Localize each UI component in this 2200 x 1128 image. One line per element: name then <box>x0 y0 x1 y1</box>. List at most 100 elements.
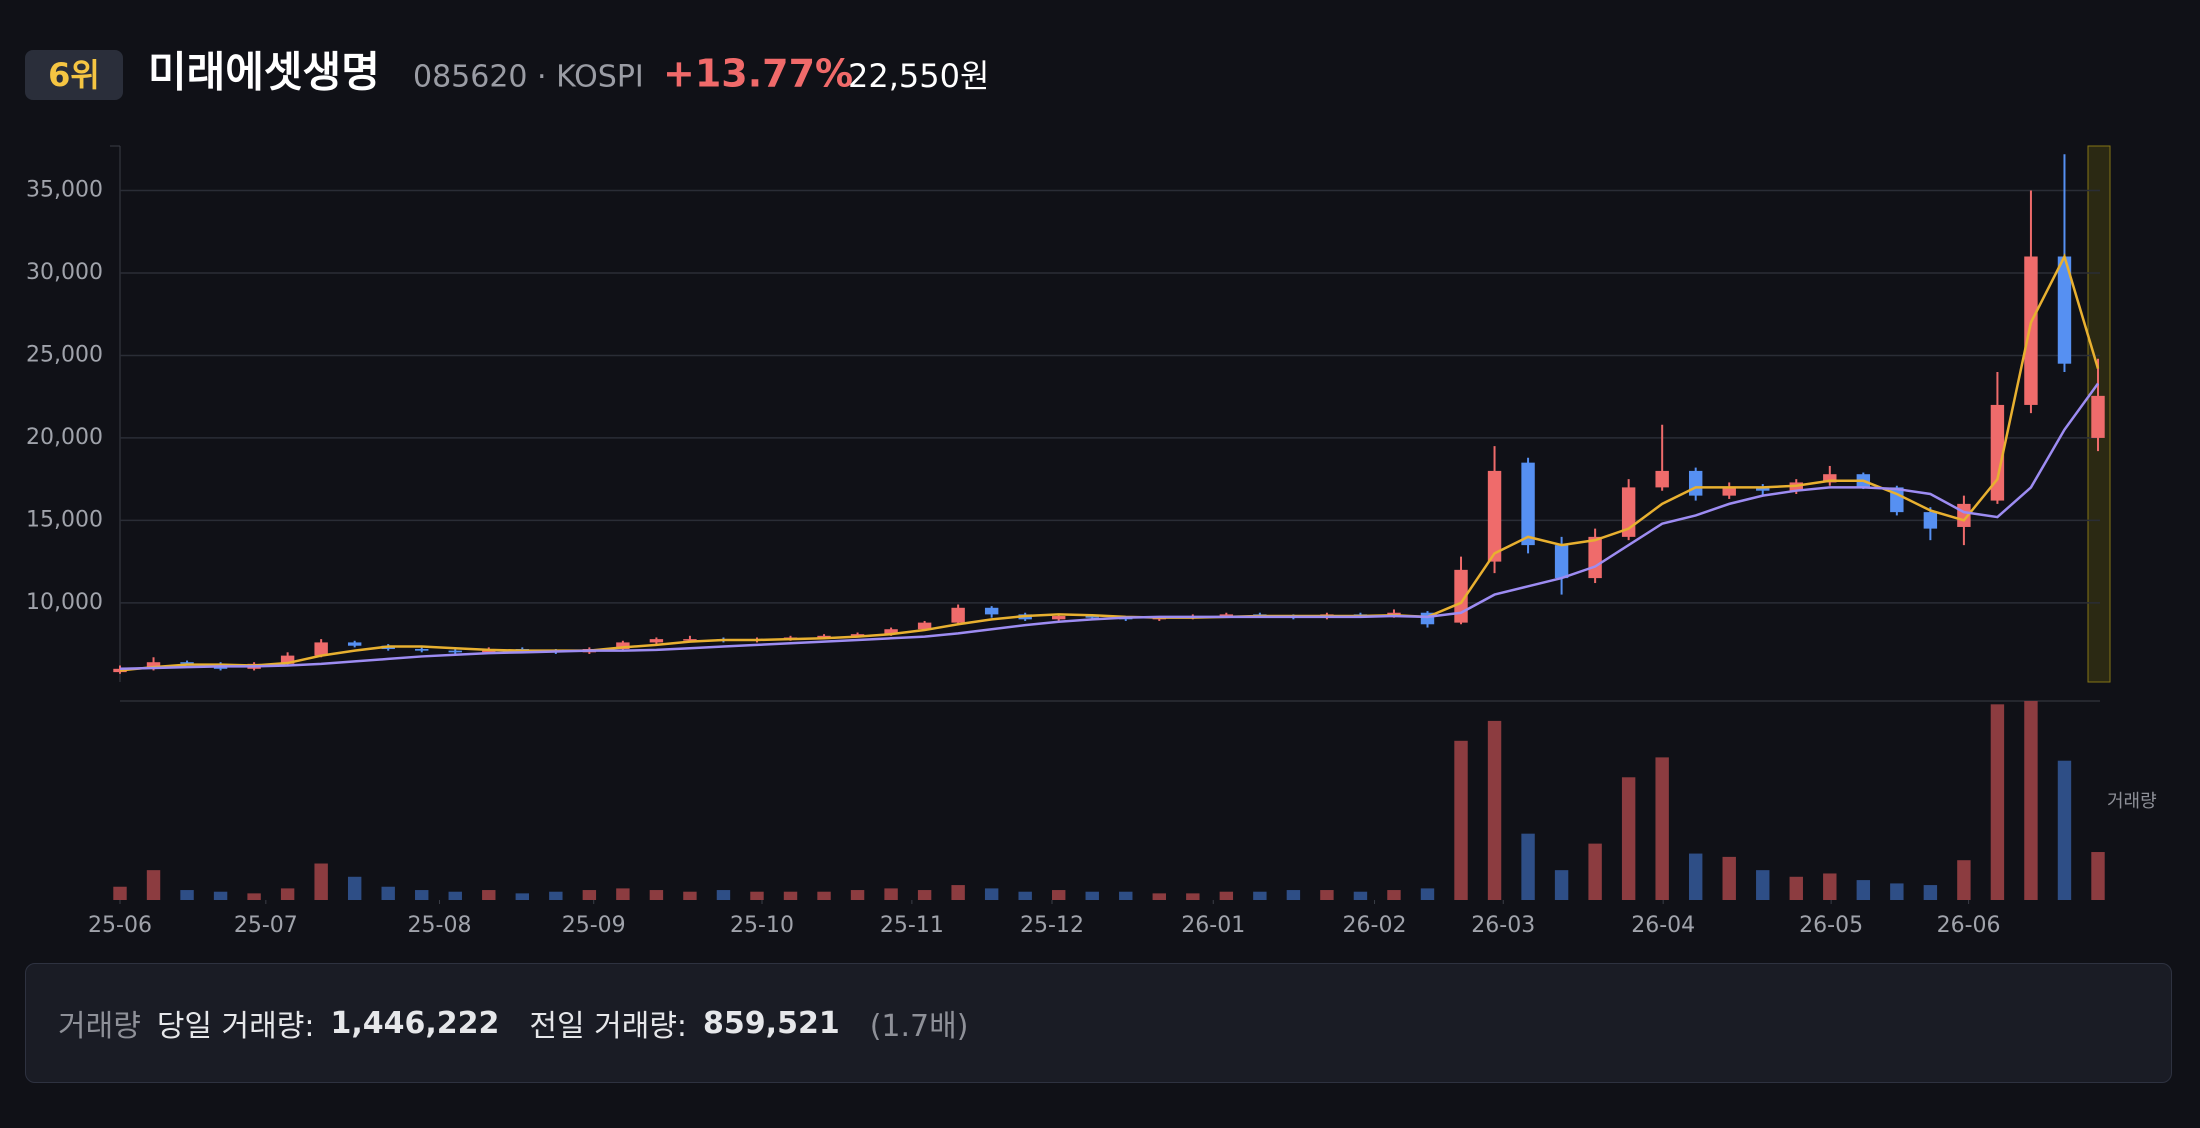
volume-bar <box>213 891 228 900</box>
volume-bar <box>1756 870 1770 900</box>
x-tick-label: 25-08 <box>408 913 472 938</box>
volume-bar <box>113 886 127 900</box>
volume-bar <box>1957 860 1971 900</box>
volume-bar <box>582 890 597 900</box>
candle-body <box>1219 614 1234 617</box>
candle-body <box>1823 474 1837 483</box>
volume-bar <box>1554 870 1569 900</box>
volume-bar <box>2091 852 2105 900</box>
volume-bar <box>1923 885 1938 900</box>
volume-bar <box>1990 704 2005 900</box>
x-tick-label: 25-11 <box>880 913 944 938</box>
volume-bar <box>1789 876 1803 900</box>
candle-body <box>984 607 999 615</box>
volume-bar <box>1454 740 1468 900</box>
stock-code: 085620 · KOSPI <box>413 60 644 95</box>
prev-label: 전일 거래량: <box>529 1009 688 1044</box>
x-tick-label: 25-10 <box>730 913 794 938</box>
volume-bar <box>884 888 898 900</box>
candle-body <box>1923 512 1938 529</box>
volume-bar <box>482 890 496 900</box>
candle-body <box>415 649 429 651</box>
volume-bar <box>1353 891 1368 900</box>
volume-bar <box>917 890 932 900</box>
y-tick-label: 25,000 <box>26 342 103 367</box>
candle-body <box>1990 404 2005 501</box>
volume-bar <box>1655 757 1669 900</box>
volume-bar <box>549 891 563 900</box>
volume-bar <box>1722 856 1736 900</box>
volume-bar <box>1320 890 1334 900</box>
volume-bar <box>1219 891 1234 900</box>
volume-bar <box>280 888 295 900</box>
volume-bar <box>415 890 429 900</box>
today-volume: 1,446,222 <box>330 1005 500 1041</box>
volume-bar <box>1152 893 1166 900</box>
y-tick-label: 15,000 <box>26 507 103 532</box>
candle-body <box>1621 487 1636 537</box>
candle-body <box>347 642 362 646</box>
price: 22,550원 <box>848 57 989 95</box>
volume-bar <box>381 886 395 900</box>
x-tick-label: 25-07 <box>234 913 298 938</box>
candle-body <box>1554 545 1569 579</box>
y-tick-label: 30,000 <box>26 260 103 285</box>
candle-body <box>850 634 865 636</box>
candle-body <box>146 662 161 669</box>
candle-body <box>1588 536 1602 579</box>
today-label: 당일 거래량: <box>156 1009 315 1044</box>
candle-body <box>817 635 831 638</box>
candle-body <box>616 642 630 650</box>
candle-body <box>649 639 664 643</box>
candle-body <box>280 655 295 664</box>
candle-body <box>1052 616 1066 620</box>
rank: 6위 <box>48 56 100 94</box>
candle-body <box>1688 470 1703 496</box>
volume-bar <box>817 891 831 900</box>
volume-bar <box>649 890 664 900</box>
candle-body <box>314 642 328 656</box>
volume-bar <box>247 893 261 900</box>
change: +13.77% <box>663 52 853 96</box>
candle-body <box>2091 395 2105 438</box>
candle-body <box>1487 470 1502 562</box>
summary-label: 거래량 <box>58 1009 141 1044</box>
volume-bar <box>750 891 764 900</box>
volume-bar <box>1588 843 1602 900</box>
moving-average <box>119 382 2100 671</box>
candle-body <box>683 639 697 641</box>
volume-bar <box>716 890 731 900</box>
x-tick-label: 26-01 <box>1181 913 1245 938</box>
ratio: (1.7배) <box>869 1009 969 1044</box>
volume-label: 거래량 <box>2107 791 2157 812</box>
volume-bar <box>783 891 798 900</box>
x-tick-label: 26-04 <box>1631 913 1695 938</box>
prev-volume: 859,521 <box>703 1005 840 1041</box>
y-tick-label: 35,000 <box>26 178 103 203</box>
volume-bar <box>2057 760 2072 900</box>
candle-body <box>1655 470 1669 488</box>
volume-bar <box>1186 893 1200 900</box>
volume-bar <box>616 888 630 900</box>
chart: 6위 미래에셋생명 085620 · KOSPI +13.77% 22,550원… <box>25 48 2157 938</box>
candle-body <box>917 622 932 630</box>
volume-bar <box>314 863 328 900</box>
volume-bar <box>850 890 865 900</box>
candle-body <box>951 607 965 623</box>
x-tick-label: 25-09 <box>562 913 626 938</box>
volume-bar <box>951 885 965 900</box>
volume-bar <box>683 891 697 900</box>
candle-body <box>2057 256 2072 364</box>
volume-bar <box>1387 890 1401 900</box>
candle-body <box>1756 487 1770 491</box>
volume-bar <box>984 888 999 900</box>
volume-bar <box>1688 853 1703 900</box>
stock-name: 미래에셋생명 <box>148 48 380 97</box>
x-tick-label: 26-05 <box>1799 913 1863 938</box>
candle-body <box>1454 569 1468 623</box>
candle-body <box>2024 256 2038 405</box>
volume-bar <box>515 893 530 900</box>
volume-bar <box>146 870 161 900</box>
x-tick-label: 26-02 <box>1343 913 1407 938</box>
